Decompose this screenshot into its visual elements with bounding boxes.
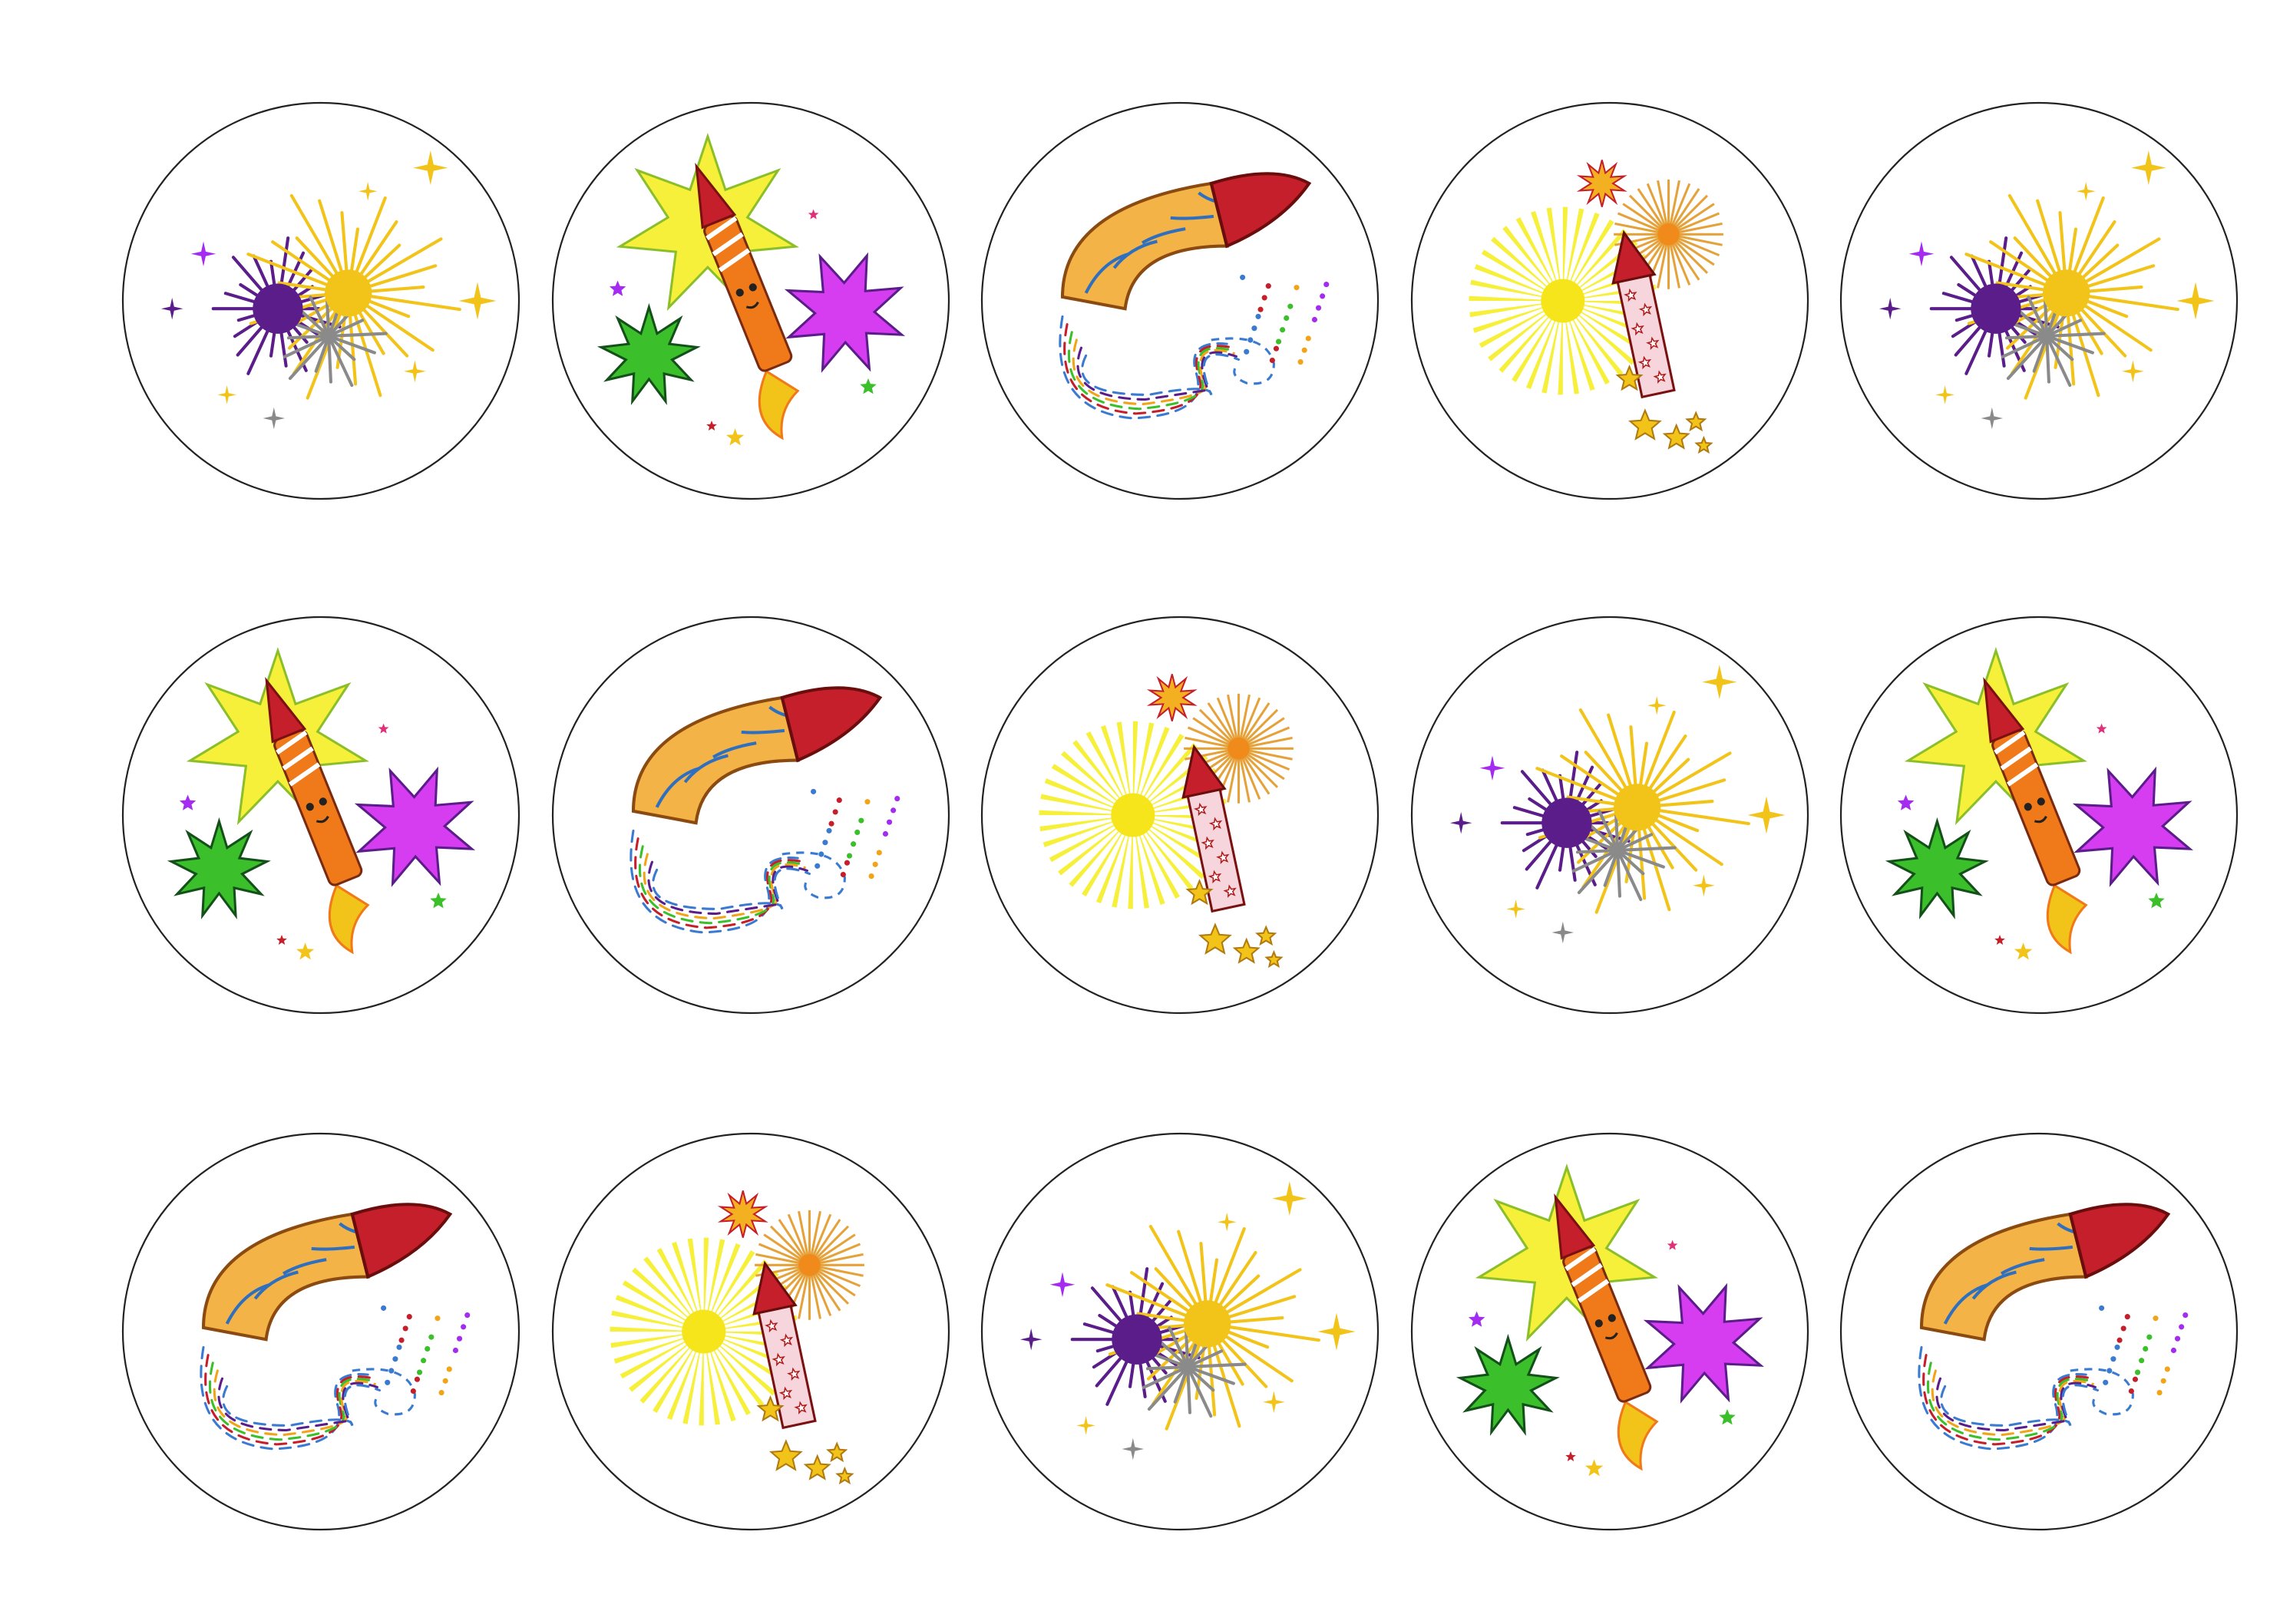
curved-rocket-icon xyxy=(629,686,900,934)
topper-circle-1-2 xyxy=(551,101,950,500)
sparkler-icon xyxy=(1019,1181,1356,1461)
sunburst-rocket-icon xyxy=(610,1190,864,1485)
topper-circle-1-3 xyxy=(980,101,1380,500)
curved-rocket-icon xyxy=(1918,1203,2189,1451)
topper-circle-2-5 xyxy=(1839,616,2239,1015)
rocket-star-icon xyxy=(1885,646,2193,960)
sparkler-icon xyxy=(1449,665,1786,944)
topper-circle-2-3 xyxy=(980,616,1380,1015)
sunburst-rocket-icon xyxy=(1039,674,1294,969)
rocket-star-icon xyxy=(167,646,475,960)
sparkler-icon xyxy=(160,150,497,430)
topper-circle-1-1 xyxy=(121,101,520,500)
circle-outline xyxy=(1839,1132,2239,1531)
curved-rocket-icon xyxy=(200,1203,471,1451)
topper-circle-2-1 xyxy=(121,616,520,1015)
topper-circle-2-4 xyxy=(1410,616,1809,1015)
rocket-star-icon xyxy=(596,132,905,446)
topper-circle-3-3 xyxy=(980,1132,1380,1531)
topper-circle-1-5 xyxy=(1839,101,2239,500)
topper-circle-3-4 xyxy=(1410,1132,1809,1531)
circle-outline xyxy=(980,101,1380,500)
curved-rocket-icon xyxy=(1059,172,1330,420)
sparkler-icon xyxy=(1879,150,2215,430)
topper-circle-3-2 xyxy=(551,1132,950,1531)
topper-circle-3-1 xyxy=(121,1132,520,1531)
rocket-star-icon xyxy=(1456,1163,1764,1477)
circle-outline xyxy=(551,616,950,1015)
sunburst-rocket-icon xyxy=(1469,160,1723,454)
topper-circle-1-4 xyxy=(1410,101,1809,500)
topper-circle-3-5 xyxy=(1839,1132,2239,1531)
circle-outline xyxy=(121,1132,520,1531)
topper-circle-2-2 xyxy=(551,616,950,1015)
